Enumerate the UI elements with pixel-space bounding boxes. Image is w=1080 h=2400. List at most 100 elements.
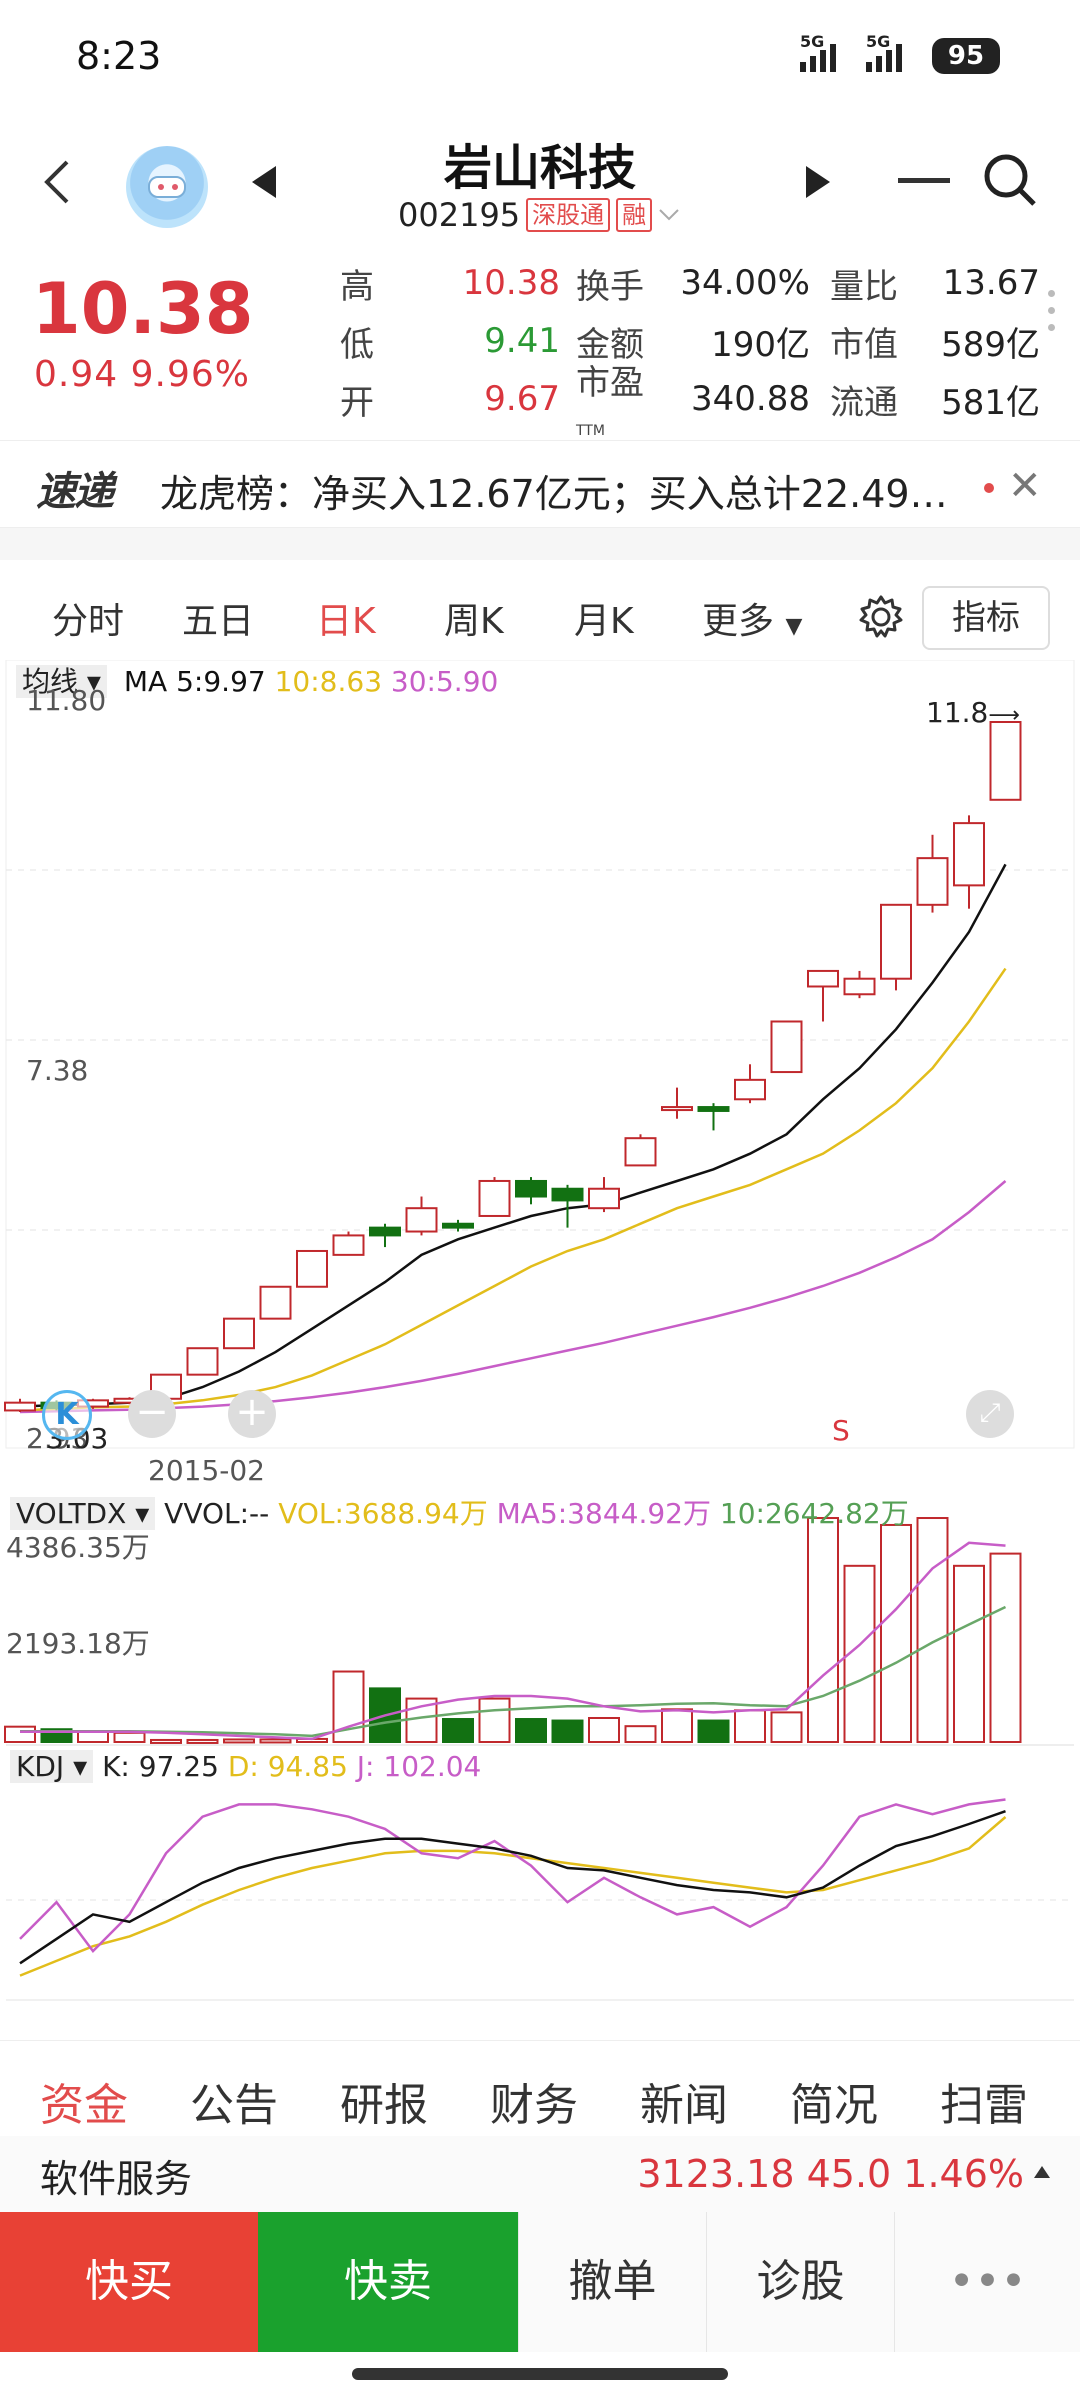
prev-stock-icon[interactable]: [244, 160, 284, 204]
volume-bar: [223, 1738, 255, 1744]
chart-area[interactable]: 均线 ▾ MA 5:9.97 10:8.63 30:5.90 11.80 7.3…: [0, 660, 1080, 2040]
zoom-in-icon[interactable]: +: [228, 1390, 276, 1438]
volume-bar: [697, 1719, 730, 1743]
home-indicator: [352, 2368, 728, 2380]
vol-ma5-value: MA5:3844.92万: [496, 1497, 711, 1530]
period-tabs: 分时 五日 日K 周K 月K 更多 ▼ 指标: [0, 560, 1080, 660]
tab-financials[interactable]: 财务: [490, 2080, 578, 2131]
kdj-d-value: D: 94.85: [227, 1750, 348, 1783]
volume-bar: [588, 1716, 620, 1744]
expand-up-icon[interactable]: [1034, 2166, 1050, 2178]
news-text[interactable]: 龙虎榜：净买入12.67亿元；买入总计22.49亿元: [160, 472, 980, 516]
status-bar: 8:23 5G 5G 95: [0, 0, 1080, 110]
turnover-value: 34.00%: [680, 263, 810, 303]
more-vertical-icon[interactable]: [1048, 290, 1056, 341]
gear-icon[interactable]: [858, 594, 904, 640]
news-ticker[interactable]: 速递 龙虎榜：净买入12.67亿元；买入总计22.49亿元 ✕: [0, 440, 1080, 528]
candle-body: [624, 1137, 657, 1167]
signal-icon: 5G: [800, 32, 836, 72]
amount-value: 190亿: [711, 324, 810, 365]
tab-risk-scan[interactable]: 扫雷: [940, 2080, 1028, 2131]
volume-bar: [442, 1718, 474, 1744]
volume-ratio-label: 量比: [830, 266, 898, 307]
tab-more[interactable]: 更多 ▼: [702, 601, 803, 642]
volume-ratio-value: 13.67: [942, 263, 1040, 303]
candle-body: [880, 903, 912, 980]
quick-sell-button[interactable]: 快卖: [258, 2212, 518, 2352]
quote-row: 低 9.41 金额 190亿 市值 589亿: [340, 312, 1060, 370]
ma5-value: 5:9.97: [176, 665, 266, 698]
info-tabs: 资金 公告 研报 财务 新闻 简况 扫雷: [0, 2040, 1080, 2140]
volume-bar: [4, 1725, 36, 1743]
ma5-line: [19, 863, 1007, 1408]
volume-bar: [916, 1517, 949, 1744]
stock-name: 岩山科技: [443, 140, 636, 196]
tab-five-day[interactable]: 五日: [182, 601, 255, 642]
kdj-j-line: [19, 1798, 1006, 1954]
volume-bar: [807, 1517, 839, 1744]
search-icon[interactable]: [980, 150, 1040, 210]
next-stock-icon[interactable]: [798, 160, 838, 204]
industry-values: 3123.18 45.0 1.46%: [637, 2152, 1024, 2196]
quote-panel: 10.38 0.94 9.96% 高 10.38 换手 34.00% 量比 13…: [0, 240, 1080, 439]
candle-body: [989, 721, 1022, 801]
quick-buy-button[interactable]: 快买: [0, 2212, 258, 2352]
volume-bar: [113, 1731, 146, 1744]
volume-selector[interactable]: VOLTDX ▾: [10, 1497, 156, 1530]
tab-profile[interactable]: 简况: [790, 2080, 878, 2131]
tab-daily-k[interactable]: 日K: [316, 601, 376, 642]
back-icon[interactable]: [28, 150, 84, 214]
tab-news[interactable]: 新闻: [640, 2080, 728, 2131]
indicator-button[interactable]: 指标: [922, 586, 1050, 650]
chevron-down-icon[interactable]: [658, 208, 680, 222]
candle-body: [588, 1187, 620, 1210]
y-axis-top: 11.80: [26, 684, 107, 717]
status-time: 8:23: [76, 34, 162, 78]
candle-body: [807, 969, 839, 988]
more-actions-button[interactable]: •••: [894, 2212, 1080, 2352]
vol-y-top: 4386.35万: [6, 1531, 150, 1564]
float-cap-label: 流通: [830, 382, 898, 423]
tab-research[interactable]: 研报: [340, 2080, 428, 2131]
candle-body: [697, 1106, 730, 1112]
tab-monthly-k[interactable]: 月K: [574, 601, 634, 642]
minimize-icon[interactable]: [896, 166, 952, 196]
volume-bar: [478, 1697, 511, 1744]
quote-grid: 高 10.38 换手 34.00% 量比 13.67 低 9.41 金额 190…: [340, 254, 1060, 439]
candlestick-chart[interactable]: [0, 660, 1080, 2040]
high-marker: 11.8⟶: [926, 696, 1020, 729]
market-cap-value: 589亿: [941, 324, 1040, 365]
pe-label: 市盈TTM: [576, 362, 644, 439]
tab-funds[interactable]: 资金: [40, 2080, 128, 2131]
stock-code: 002195: [398, 196, 521, 234]
tab-weekly-k[interactable]: 周K: [444, 601, 504, 642]
volume-bar: [259, 1738, 292, 1744]
kdj-d-line: [19, 1816, 1007, 1977]
volume-bar: [953, 1564, 985, 1744]
avatar[interactable]: [126, 146, 208, 228]
ma-label: MA: [123, 665, 168, 698]
kdj-k-value: K: 97.25: [102, 1750, 219, 1783]
tab-intraday[interactable]: 分时: [52, 601, 125, 642]
cancel-order-button[interactable]: 撤单: [518, 2212, 706, 2352]
low-value: 9.41: [484, 321, 560, 361]
k-logo-icon[interactable]: K: [42, 1390, 92, 1440]
tab-announcements[interactable]: 公告: [190, 2080, 278, 2131]
candle-body: [442, 1222, 474, 1229]
main-panel-frame: [5, 660, 1075, 1449]
ma-selector[interactable]: 均线 ▾: [16, 665, 107, 698]
close-icon[interactable]: ✕: [1008, 463, 1042, 509]
zoom-out-icon[interactable]: −: [128, 1390, 176, 1438]
candle-body: [186, 1347, 219, 1376]
turnover-label: 换手: [576, 266, 644, 307]
y-axis-mid: 7.38: [26, 1054, 89, 1087]
candle-body: [953, 822, 985, 887]
sell-signal: S: [832, 1414, 850, 1447]
kdj-selector[interactable]: KDJ ▾: [10, 1750, 94, 1783]
industry-bar[interactable]: 软件服务 3123.18 45.0 1.46%: [0, 2136, 1080, 2212]
margin-tag: 融: [616, 198, 653, 232]
signal-icon-2: 5G: [866, 32, 902, 72]
fullscreen-icon[interactable]: ⤢: [966, 1390, 1014, 1438]
volume-bar: [989, 1552, 1022, 1743]
diagnose-button[interactable]: 诊股: [706, 2212, 894, 2352]
